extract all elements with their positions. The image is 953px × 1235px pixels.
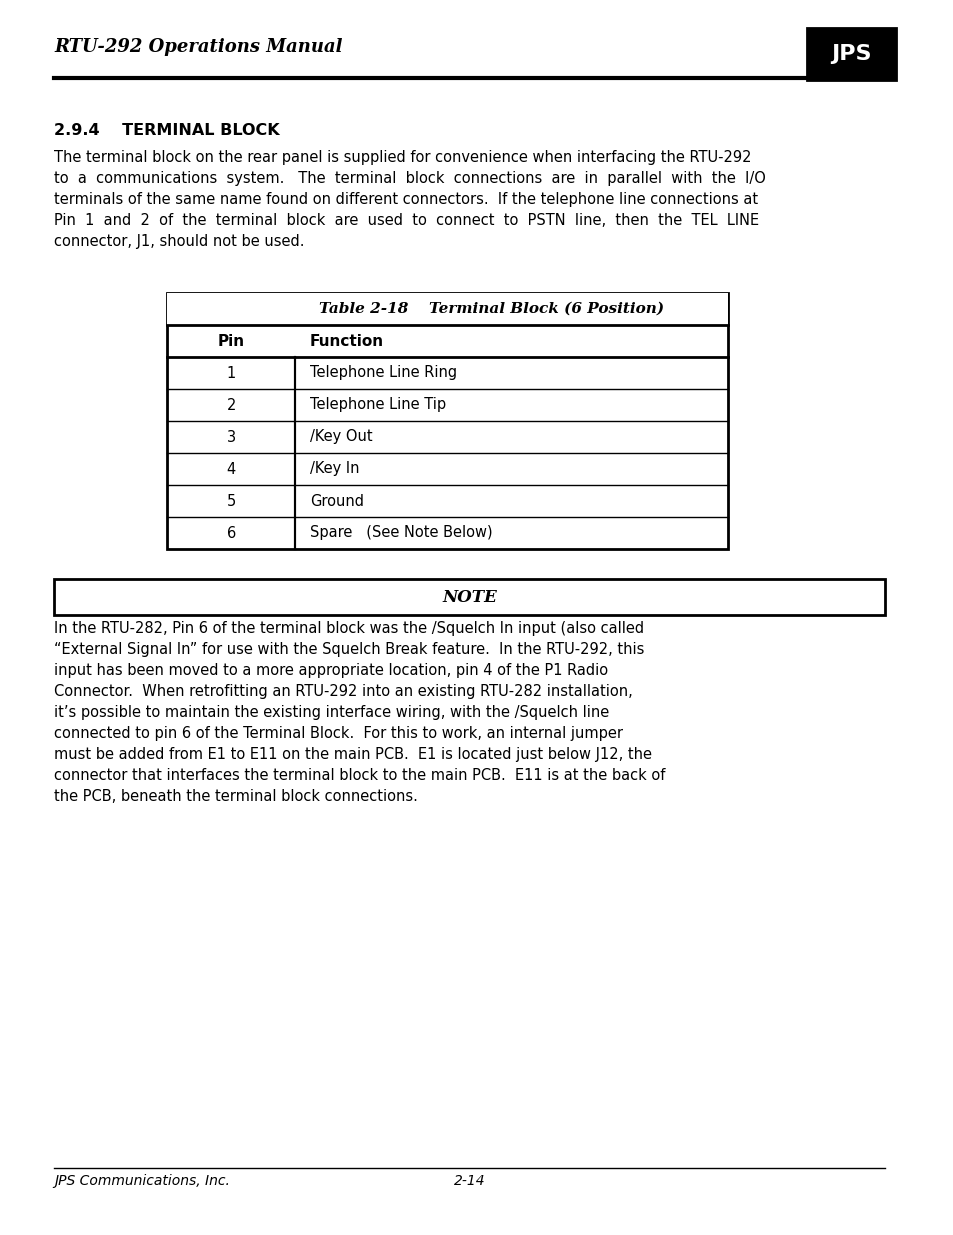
Text: Function: Function [310,333,384,348]
Text: 2.9.4    TERMINAL BLOCK: 2.9.4 TERMINAL BLOCK [54,124,279,138]
Text: 3: 3 [227,430,235,445]
Text: connector, J1, should not be used.: connector, J1, should not be used. [54,233,304,249]
Text: Spare   (See Note Below): Spare (See Note Below) [310,526,492,541]
Text: JPS Communications, Inc.: JPS Communications, Inc. [54,1174,230,1188]
Text: Connector.  When retrofitting an RTU-292 into an existing RTU-282 installation,: Connector. When retrofitting an RTU-292 … [54,684,632,699]
Text: terminals of the same name found on different connectors.  If the telephone line: terminals of the same name found on diff… [54,191,758,207]
Text: /Key Out: /Key Out [310,430,373,445]
Text: In the RTU-282, Pin 6 of the terminal block was the /Squelch In input (also call: In the RTU-282, Pin 6 of the terminal bl… [54,621,643,636]
Text: RTU-292 Operations Manual: RTU-292 Operations Manual [54,38,342,56]
Text: Table 2-18: Table 2-18 [318,303,408,316]
Text: it’s possible to maintain the existing interface wiring, with the /Squelch line: it’s possible to maintain the existing i… [54,705,609,720]
Text: Pin  1  and  2  of  the  terminal  block  are  used  to  connect  to  PSTN  line: Pin 1 and 2 of the terminal block are us… [54,212,759,228]
Text: the PCB, beneath the terminal block connections.: the PCB, beneath the terminal block conn… [54,789,417,804]
FancyBboxPatch shape [167,293,727,325]
Text: The terminal block on the rear panel is supplied for convenience when interfacin: The terminal block on the rear panel is … [54,149,751,165]
Text: connector that interfaces the terminal block to the main PCB.  E11 is at the bac: connector that interfaces the terminal b… [54,768,665,783]
Text: input has been moved to a more appropriate location, pin 4 of the P1 Radio: input has been moved to a more appropria… [54,663,608,678]
Text: Ground: Ground [310,494,364,509]
Text: to  a  communications  system.   The  terminal  block  connections  are  in  par: to a communications system. The terminal… [54,170,765,186]
FancyBboxPatch shape [806,28,895,80]
Text: connected to pin 6 of the Terminal Block.  For this to work, an internal jumper: connected to pin 6 of the Terminal Block… [54,726,622,741]
Text: NOTE: NOTE [441,589,497,605]
Text: 2-14: 2-14 [453,1174,485,1188]
FancyBboxPatch shape [167,293,727,550]
Text: 4: 4 [227,462,235,477]
FancyBboxPatch shape [54,579,883,615]
Text: Terminal Block (6 Position): Terminal Block (6 Position) [408,303,664,316]
Text: 2: 2 [227,398,235,412]
Text: /Key In: /Key In [310,462,359,477]
Text: Telephone Line Tip: Telephone Line Tip [310,398,446,412]
Text: Telephone Line Ring: Telephone Line Ring [310,366,456,380]
Text: Pin: Pin [217,333,245,348]
Text: JPS: JPS [830,44,871,64]
Text: 5: 5 [227,494,235,509]
Text: 6: 6 [227,526,235,541]
Text: must be added from E1 to E11 on the main PCB.  E1 is located just below J12, the: must be added from E1 to E11 on the main… [54,747,652,762]
Text: “External Signal In” for use with the Squelch Break feature.  In the RTU-292, th: “External Signal In” for use with the Sq… [54,642,644,657]
Text: 1: 1 [227,366,235,380]
